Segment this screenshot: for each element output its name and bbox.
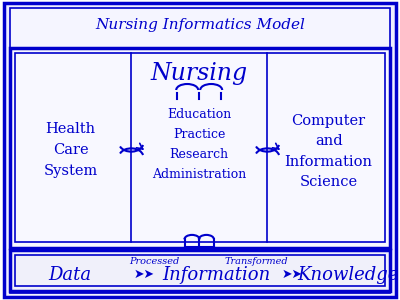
Bar (15, 53, 385, 242)
Text: Transformed: Transformed (224, 257, 288, 266)
Text: Nursing Informatics Model: Nursing Informatics Model (95, 19, 305, 32)
Text: Health
Care
System: Health Care System (44, 122, 98, 178)
Bar (10, 48, 390, 247)
Text: ➤➤: ➤➤ (134, 268, 154, 281)
Text: Education
Practice
Research
Administration: Education Practice Research Administrati… (152, 107, 246, 181)
Text: Knowledge: Knowledge (297, 266, 399, 284)
Text: Nursing: Nursing (151, 62, 248, 85)
Text: Information: Information (162, 266, 270, 284)
Bar (15, 255, 385, 286)
Text: Computer
and
Information
Science: Computer and Information Science (285, 114, 373, 189)
Text: ➤➤: ➤➤ (282, 268, 302, 281)
Text: Processed: Processed (129, 257, 179, 266)
Bar (10, 250, 390, 291)
Text: Data: Data (48, 266, 92, 284)
